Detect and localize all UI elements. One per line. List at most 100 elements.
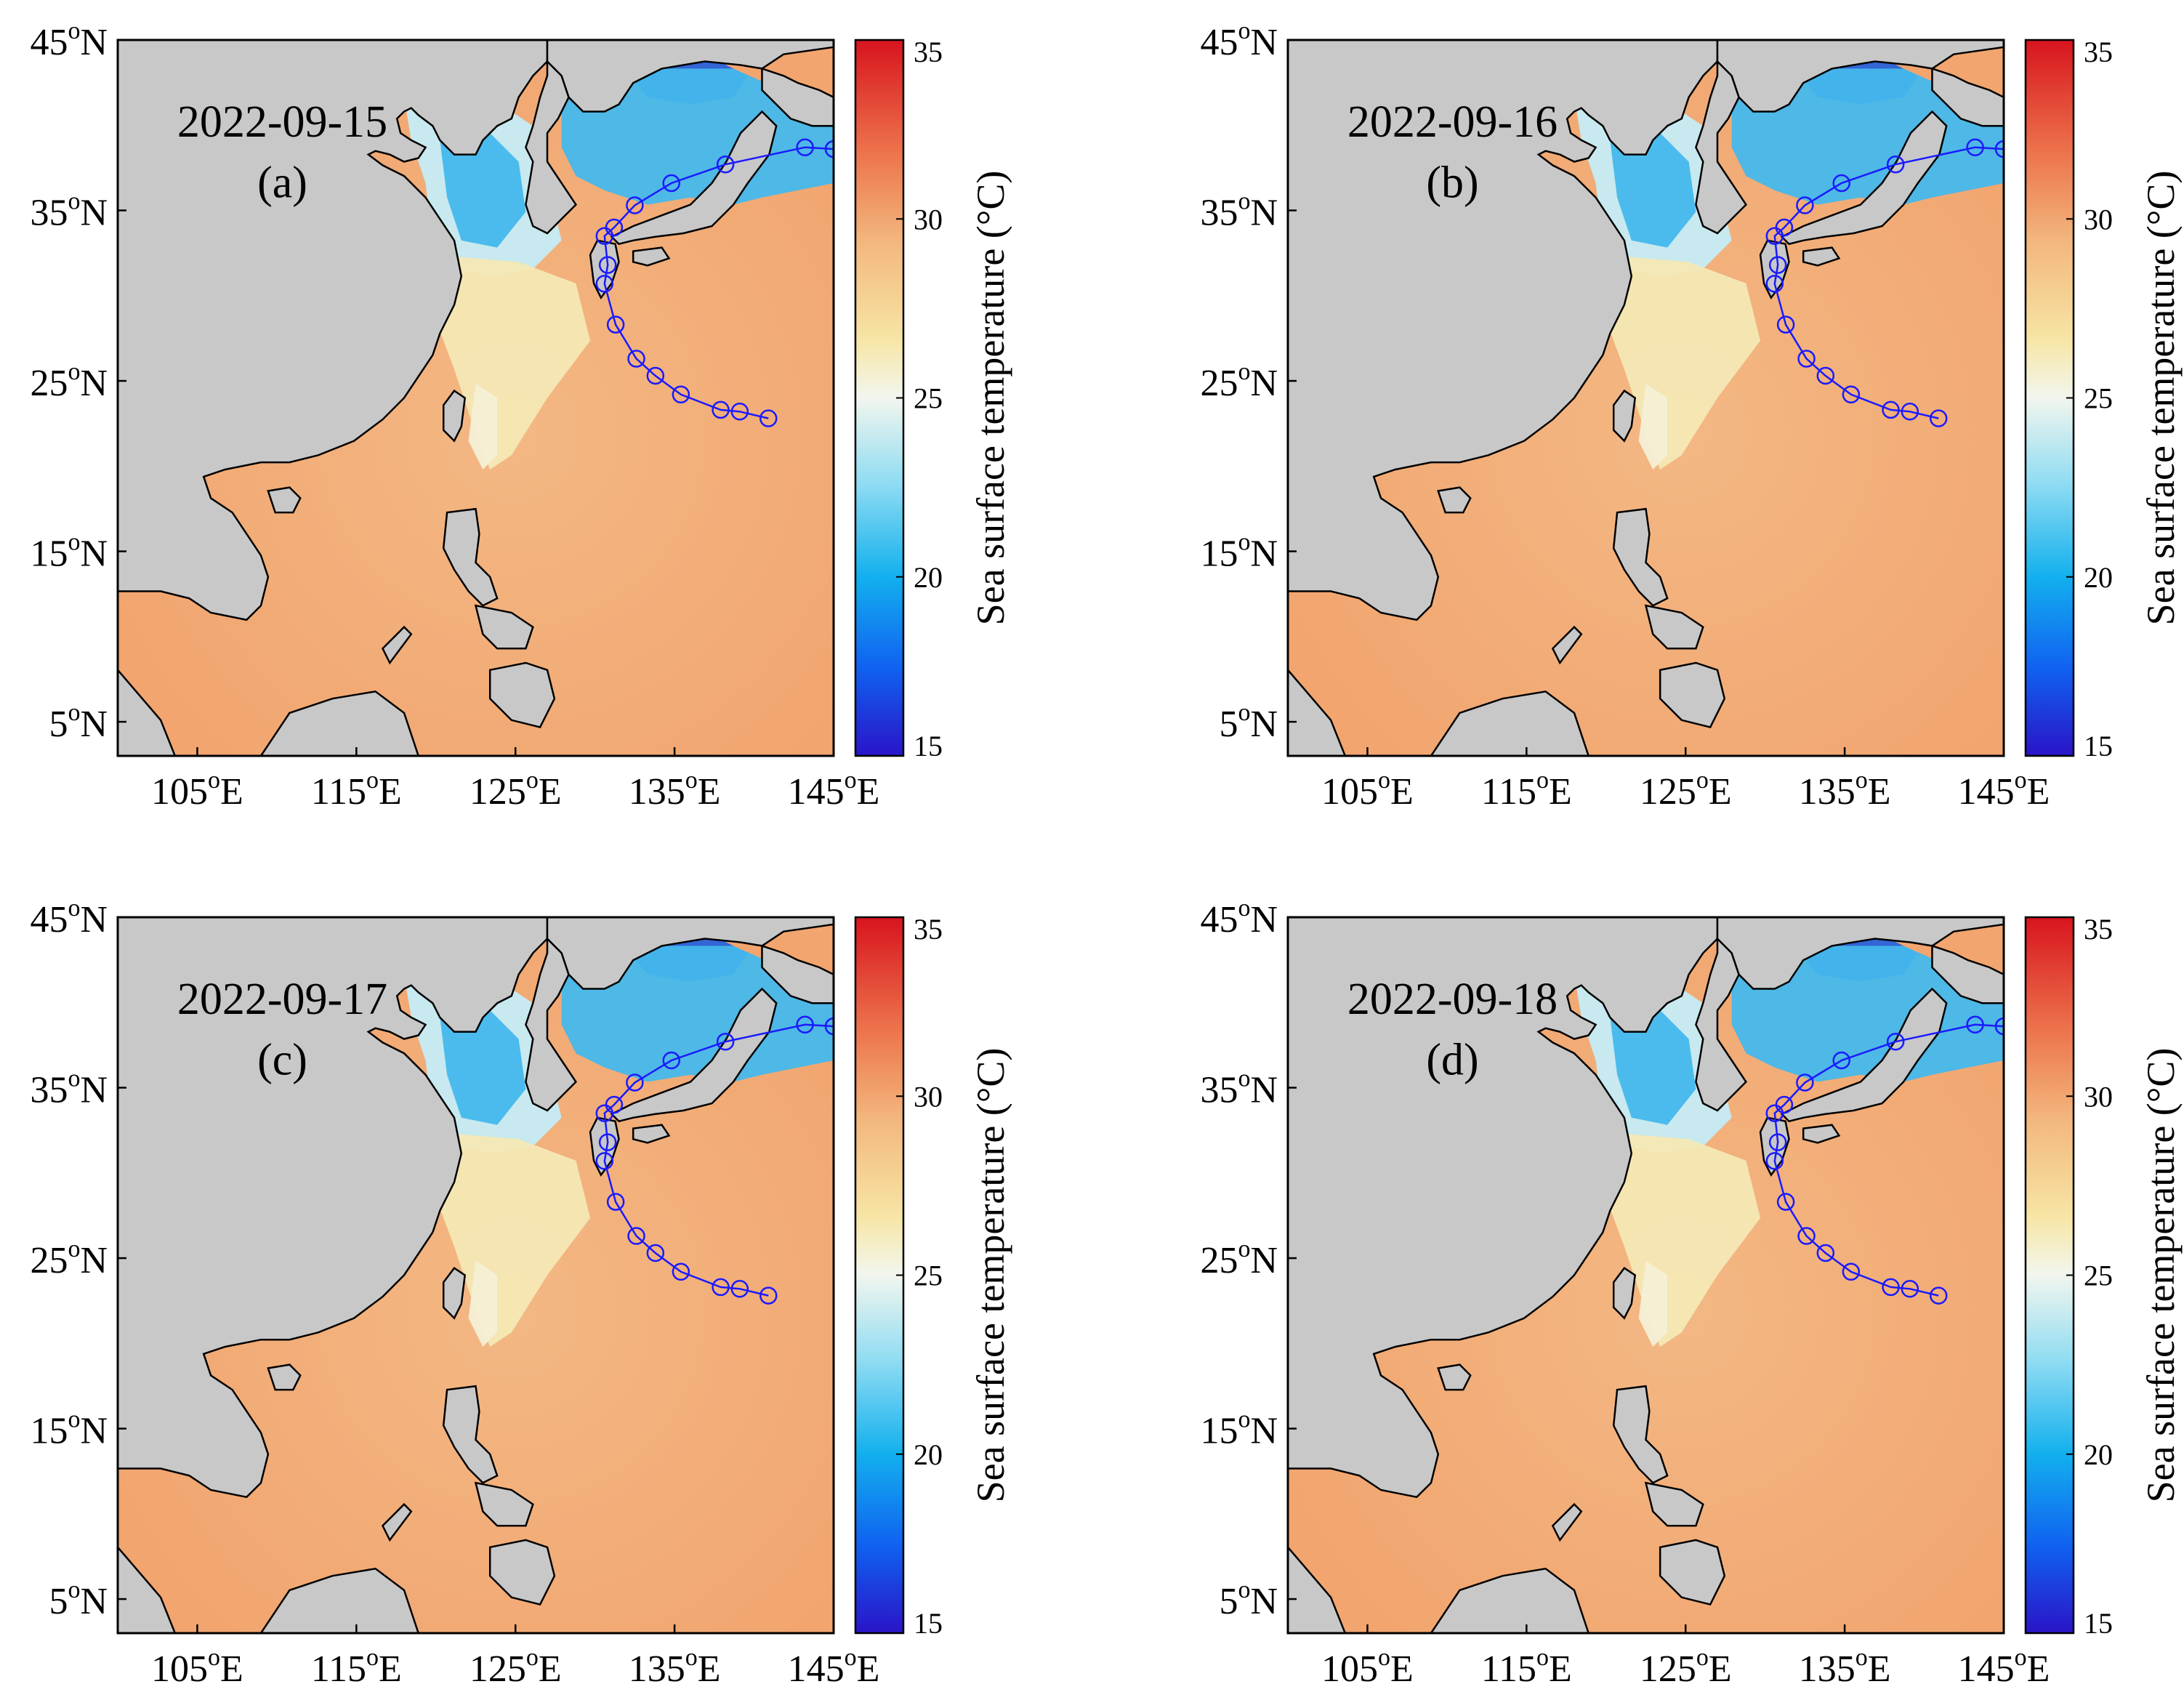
track-point xyxy=(626,1073,644,1092)
track-point xyxy=(646,1244,665,1262)
track-point xyxy=(730,1280,749,1298)
typhoon-track xyxy=(595,138,834,427)
lat-tick-label: 45oN xyxy=(30,17,108,63)
colorbar-tick-label: 25 xyxy=(2084,382,2113,415)
land-mindanao xyxy=(488,661,556,729)
land-shikoku xyxy=(1802,246,1841,267)
colorbar-scale xyxy=(2024,39,2075,757)
panel-label: (a) xyxy=(257,158,307,208)
lon-tick-label: 145oE xyxy=(1958,1644,2050,1690)
map-frame xyxy=(1286,916,2005,1635)
track-point xyxy=(716,155,735,174)
lon-tick-label: 115oE xyxy=(1481,1644,1572,1690)
land-hainan xyxy=(1437,486,1472,514)
colorbar-tick-label: 35 xyxy=(914,913,943,946)
land-borneo xyxy=(1430,690,1590,756)
land-hainan xyxy=(1437,1363,1472,1391)
land-mainland-china xyxy=(1288,40,1719,621)
track-line xyxy=(603,146,834,419)
lon-tick-label: 145oE xyxy=(1958,767,2050,813)
lon-tick-label: 115oE xyxy=(1481,767,1572,813)
land-palawan xyxy=(1551,1502,1583,1542)
land-hainan xyxy=(267,1363,302,1391)
land-shikoku xyxy=(1802,1124,1841,1144)
lat-tick-label: 25oN xyxy=(1200,1236,1278,1281)
colorbar-tick-label: 35 xyxy=(2084,913,2113,946)
track-point xyxy=(627,350,645,368)
land-malay-tip xyxy=(1288,1545,1347,1633)
lat-tick-label: 25oN xyxy=(30,358,108,404)
lat-tick-label: 45oN xyxy=(30,895,108,940)
land-korea-peninsula xyxy=(1695,936,1748,1112)
land-taiwan xyxy=(442,389,467,443)
sst-field xyxy=(1288,40,2004,756)
track-point xyxy=(824,140,834,158)
land-russia-north xyxy=(546,917,834,990)
cool-taiwan-strait xyxy=(468,383,498,470)
colorbar-tick-label: 25 xyxy=(2084,1260,2113,1292)
land-luzon xyxy=(1612,1385,1669,1484)
lat-tick-label: 35oN xyxy=(30,1065,108,1111)
colorbar-label: Sea surface temperature (°C) xyxy=(2139,171,2183,626)
colorbar-tick-label: 15 xyxy=(914,730,943,762)
land-palawan xyxy=(381,625,413,665)
colorbar-tick-label: 20 xyxy=(914,561,943,594)
cold-japan-sea xyxy=(561,946,834,1082)
land-hainan xyxy=(267,486,302,514)
land-russia-north xyxy=(1716,40,2004,113)
lon-tick-label: 115oE xyxy=(311,1644,402,1690)
cold-japan-sea xyxy=(1731,946,2004,1082)
lat-tick-label: 15oN xyxy=(1200,1406,1278,1452)
lat-tick-label: 25oN xyxy=(30,1236,108,1281)
lat-tick-label: 5oN xyxy=(49,699,108,745)
track-point xyxy=(1775,1095,1794,1114)
panel-date: 2022-09-18 xyxy=(1347,975,1558,1024)
track-point xyxy=(1796,1073,1814,1092)
land-hokkaido xyxy=(761,67,834,127)
lon-tick-label: 105oE xyxy=(1321,767,1414,813)
colorbar-tick-label: 15 xyxy=(2084,1607,2113,1640)
land-borneo xyxy=(1430,1567,1590,1633)
lat-tick-label: 35oN xyxy=(1200,1065,1278,1111)
colorbar-tick-label: 25 xyxy=(914,382,943,415)
land-visayas xyxy=(474,604,534,650)
land-honshu xyxy=(1780,987,1948,1123)
track-point xyxy=(1994,1017,2004,1036)
track-point xyxy=(672,385,690,404)
colorbar-tick-label: 15 xyxy=(914,1607,943,1640)
lat-tick-label: 35oN xyxy=(1200,188,1278,234)
track-point xyxy=(1768,1133,1787,1151)
track-point xyxy=(1776,1193,1795,1211)
map-frame xyxy=(1286,39,2005,757)
map-panel-a: 2022-09-15 (a) 45oN 35oN 25oN 15oN 5oN 105oE 115… xyxy=(30,17,1012,813)
land-mindanao xyxy=(1659,1539,1726,1606)
map-panel-d: 2022-09-18 (d) 45oN 35oN 25oN 15oN 5oN 105oE 115… xyxy=(1200,895,2183,1690)
lat-tick-label: 45oN xyxy=(1200,895,1278,940)
track-point xyxy=(1966,138,1984,156)
track-line xyxy=(603,1023,834,1297)
lon-tick-label: 115oE xyxy=(311,767,402,813)
track-point xyxy=(1832,1051,1850,1070)
land-palawan xyxy=(381,1502,413,1542)
track-point xyxy=(824,1017,834,1036)
land-taiwan xyxy=(1612,389,1637,443)
lon-tick-label: 105oE xyxy=(151,767,243,813)
colorbar-tick-label: 20 xyxy=(2084,1438,2113,1471)
sst-field xyxy=(118,40,834,756)
sst-field xyxy=(1288,917,2004,1633)
track-point xyxy=(1816,1244,1835,1262)
cool-taiwan-strait xyxy=(1638,1260,1668,1347)
land-visayas xyxy=(1644,604,1704,650)
cold-yellow-sea xyxy=(440,133,526,248)
land-honshu xyxy=(1780,110,1948,246)
track-point xyxy=(1886,1032,1905,1051)
track-point xyxy=(606,1193,625,1211)
lon-tick-label: 125oE xyxy=(1640,1644,1732,1690)
colorbar-label: Sea surface temperature (°C) xyxy=(969,1048,1012,1503)
track-line xyxy=(1773,146,2004,419)
colorbar-tick-label: 20 xyxy=(914,1438,943,1471)
panel-label: (d) xyxy=(1426,1036,1478,1085)
track-point xyxy=(1966,1015,1984,1034)
track-point xyxy=(1882,400,1900,419)
